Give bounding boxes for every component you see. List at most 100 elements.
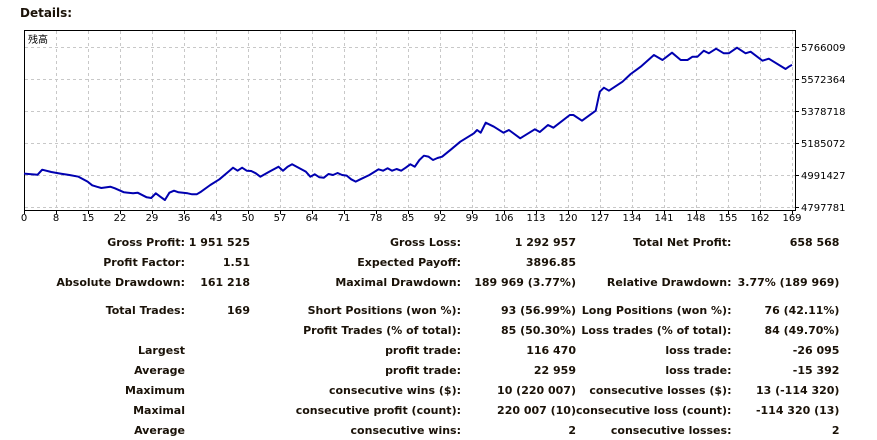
y-tick-label: 5378718 [801, 107, 846, 118]
stats-row: Largest profit trade: 116 470 loss trade: -2… [0, 340, 839, 360]
x-tick-label: 57 [274, 213, 287, 224]
stat-value: 2 [831, 423, 840, 437]
x-tick-label: 169 [782, 213, 801, 224]
stat-label: Maximum [125, 383, 185, 397]
stat-label [576, 252, 731, 272]
stat-value: 1 951 525 [188, 235, 250, 249]
chart-grid [25, 31, 795, 210]
stat-label: Gross Loss: [390, 235, 461, 249]
stat-label: Gross Profit: [107, 235, 185, 249]
stat-value: 658 568 [789, 235, 840, 249]
stat-value [185, 380, 250, 400]
stat-value [185, 320, 250, 340]
stat-label: consecutive losses ($): [589, 383, 732, 397]
stats-row: Gross Profit: 1 951 525 Gross Loss: 1 292 9… [0, 232, 839, 252]
stat-value: -114 320 (13) [755, 403, 840, 417]
x-tick-label: 141 [654, 213, 673, 224]
stats-table: Gross Profit: 1 951 525 Gross Loss: 1 292 9… [0, 232, 839, 440]
stats-row: Profit Factor: 1.51 Expected Payoff: 3896.8… [0, 252, 839, 272]
stat-label: Largest [138, 343, 185, 357]
stat-label: Short Positions (won %): [307, 303, 461, 317]
stat-value: -26 095 [792, 343, 840, 357]
x-tick-label: 120 [558, 213, 577, 224]
x-tick-label: 50 [242, 213, 255, 224]
stat-value: 76 (42.11%) [764, 303, 840, 317]
stat-value: 85 (50.30%) [500, 323, 576, 337]
chart-frame [24, 30, 796, 211]
stat-value: 1.51 [222, 255, 250, 269]
x-tick-label: 113 [526, 213, 545, 224]
stat-label: Profit Factor: [103, 255, 185, 269]
stat-label [0, 320, 185, 340]
x-tick-label: 162 [750, 213, 769, 224]
stat-label: Average [134, 363, 185, 377]
x-tick-label: 134 [622, 213, 641, 224]
stat-label: Maximal [133, 403, 185, 417]
x-tick-label: 92 [434, 213, 447, 224]
x-tick-label: 127 [590, 213, 609, 224]
x-tick-label: 148 [686, 213, 705, 224]
y-tick-label: 5572364 [801, 75, 846, 86]
stats-row: Average profit trade: 22 959 loss trade: -15… [0, 360, 839, 380]
stat-label: consecutive losses: [610, 423, 732, 437]
stat-label: loss trade: [665, 363, 732, 377]
stat-label: Loss trades (% of total): [581, 323, 732, 337]
x-axis-ticks: 0 8 15 22 29 36 43 50 57 64 71 78 85 92 99 106 113 120 127… [21, 210, 802, 224]
stat-label: profit trade: [385, 363, 461, 377]
stat-value [185, 340, 250, 360]
stats-row: Total Trades: 169 Short Positions (won %):… [0, 292, 840, 320]
stat-value [185, 420, 250, 440]
stat-value: 93 (56.99%) [500, 303, 576, 317]
x-tick-label: 71 [338, 213, 351, 224]
y-axis-ticks: 5766009 5572364 5378718 5185072 4991427 47977… [795, 43, 846, 214]
stats-row: Maximum consecutive wins ($): 10 (220 007)… [0, 380, 839, 400]
y-tick-label: 4991427 [801, 171, 846, 182]
stat-label: Relative Drawdown: [606, 275, 732, 289]
stat-value: 2 [568, 423, 576, 437]
stat-label: Total Trades: [105, 303, 185, 317]
stats-row: Absolute Drawdown: 161 218 Maximal Drawdow… [0, 272, 839, 292]
x-tick-label: 29 [146, 213, 159, 224]
stat-value: 13 (-114 320) [755, 383, 840, 397]
stat-value: 10 (220 007) [497, 383, 576, 397]
stat-value: 1 292 957 [514, 235, 576, 249]
stat-value: 3896.85 [525, 255, 576, 269]
stat-value: 189 969 (3.77%) [474, 275, 576, 289]
y-tick-label: 5185072 [801, 139, 846, 150]
stat-label: Maximal Drawdown: [335, 275, 461, 289]
stat-label: consecutive wins ($): [328, 383, 461, 397]
stat-value [731, 252, 839, 272]
stat-value: 3.77% (189 969) [737, 275, 840, 289]
balance-line [23, 46, 793, 201]
stats-row: Average consecutive wins: 2 consecutive los… [0, 420, 839, 440]
stat-value [185, 360, 250, 380]
stat-label: profit trade: [385, 343, 461, 357]
stat-value: 84 (49.70%) [764, 323, 840, 337]
stat-value: -15 392 [792, 363, 840, 377]
stat-label: consecutive profit (count): [295, 403, 461, 417]
stat-value: 220 007 (10) [497, 403, 576, 417]
stat-label: Average [134, 423, 185, 437]
stat-value [185, 400, 250, 420]
x-tick-label: 36 [178, 213, 191, 224]
x-tick-label: 78 [370, 213, 383, 224]
stat-value: 161 218 [200, 275, 250, 289]
stat-label: Profit Trades (% of total): [303, 323, 461, 337]
x-tick-label: 85 [402, 213, 415, 224]
details-title: Details: [20, 6, 73, 20]
stat-label: Long Positions (won %): [581, 303, 732, 317]
stat-label: consecutive loss (count): [576, 403, 732, 417]
stats-row: Maximal consecutive profit (count): 220 00… [0, 400, 839, 420]
stat-label: Absolute Drawdown: [56, 275, 185, 289]
stat-label: consecutive wins: [350, 423, 461, 437]
x-tick-label: 106 [494, 213, 513, 224]
x-tick-label: 43 [210, 213, 223, 224]
stat-value: 22 959 [533, 363, 576, 377]
balance-chart: 残高 0 8 15 22 29 36 43 50 57 64 71 78 85 92 99 106 113 120… [21, 30, 846, 224]
x-tick-label: 22 [114, 213, 127, 224]
stat-label: Total Net Profit: [632, 235, 732, 249]
x-tick-label: 99 [466, 213, 479, 224]
stat-value: 169 [227, 303, 250, 317]
x-tick-label: 8 [53, 213, 59, 224]
x-tick-label: 64 [306, 213, 319, 224]
